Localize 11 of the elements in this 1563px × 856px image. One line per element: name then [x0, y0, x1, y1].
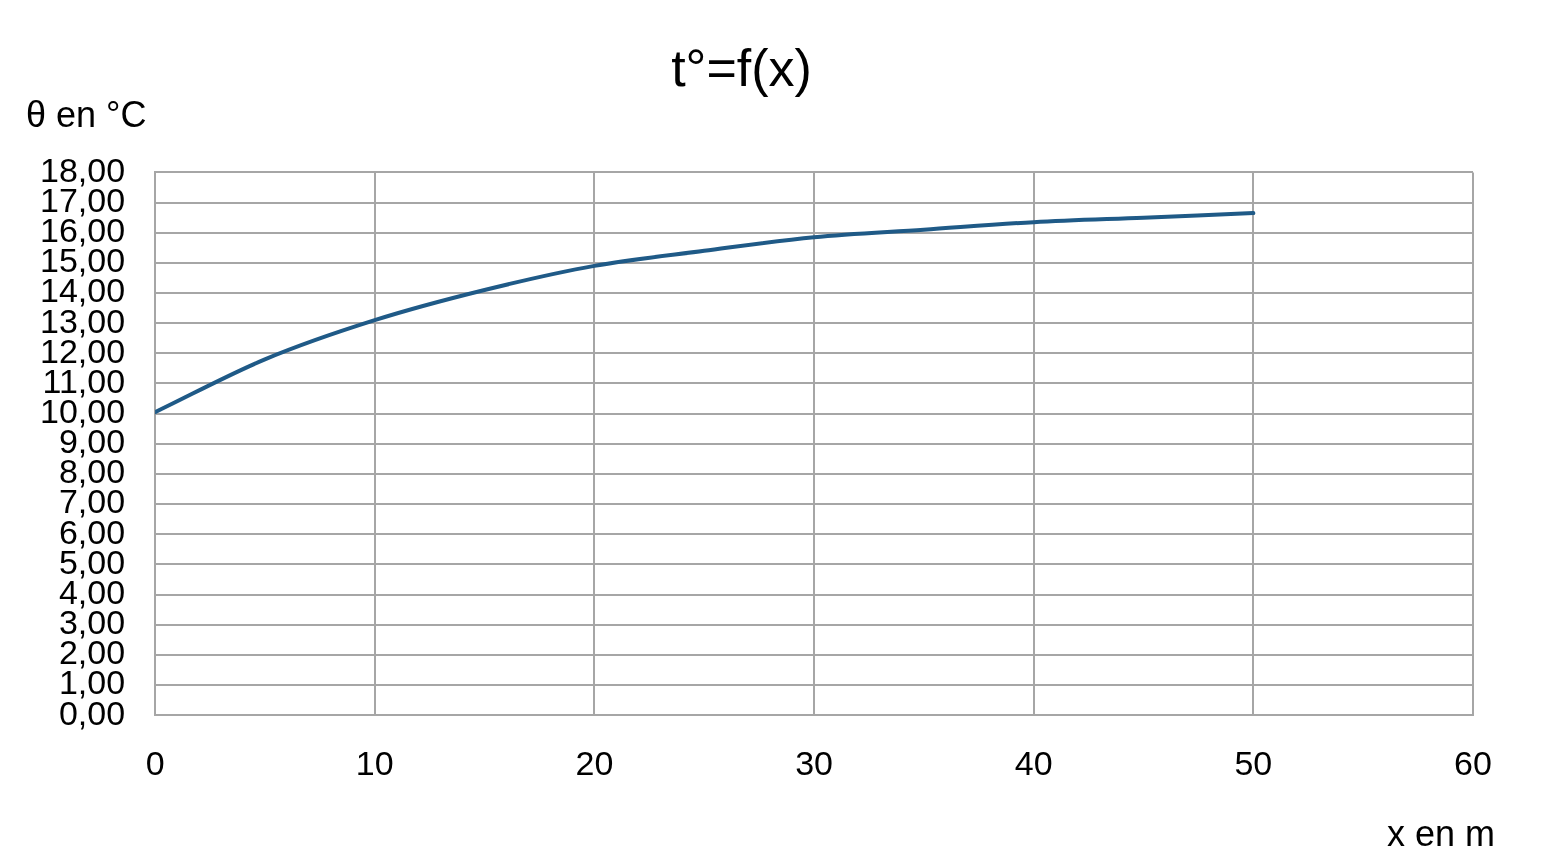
line-series [155, 211, 1256, 415]
x-tick-label: 0 [145, 743, 165, 782]
y-axis-title: θ en °C [26, 94, 147, 135]
x-tick-label: 30 [795, 743, 833, 782]
x-tick-label: 40 [1014, 743, 1053, 782]
chart-title: t°=f(x) [671, 38, 812, 97]
x-tick-label: 50 [1234, 743, 1273, 782]
x-tick-label: 10 [355, 743, 394, 782]
x-tick-label: 20 [575, 743, 614, 782]
x-tick-label: 60 [1454, 743, 1492, 782]
x-axis-title: x en m [1386, 813, 1495, 854]
